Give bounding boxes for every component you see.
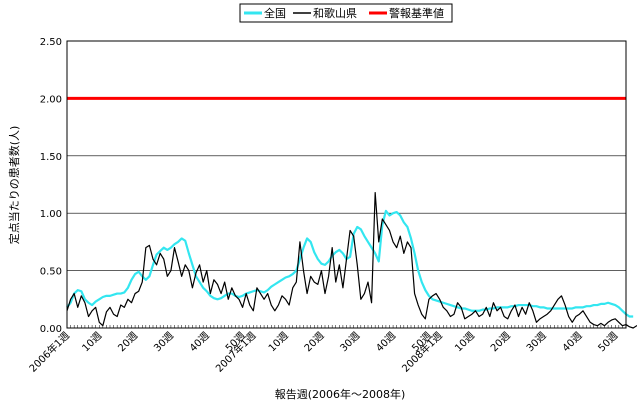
- x-tick-label: 20週: [116, 330, 141, 355]
- x-tick-label: 40週: [374, 330, 399, 355]
- y-tick-label: 2.50: [40, 37, 62, 48]
- y-tick-labels: 0.00 0.50 1.00 1.50 2.00 2.50: [40, 37, 62, 335]
- legend-label-wakayama: 和歌山県: [313, 6, 357, 20]
- x-tick-label: 50週: [596, 330, 621, 355]
- plot-border: [66, 40, 627, 329]
- y-tick-label: 1.00: [40, 209, 62, 220]
- x-tick-label: 40週: [560, 330, 585, 355]
- x-tick-label: 20週: [302, 330, 327, 355]
- legend: 全国 和歌山県 警報基準値: [239, 3, 453, 23]
- y-tick-label: 2.00: [40, 94, 62, 105]
- legend-label-zenkoku: 全国: [264, 6, 286, 20]
- y-axis-title: 定点当たりの患者数(人): [7, 126, 21, 245]
- x-tick-label: 30週: [524, 330, 549, 355]
- x-tick-label: 30週: [151, 330, 176, 355]
- gridlines: [67, 98, 626, 271]
- x-tick-label: 2006年1週: [26, 329, 72, 375]
- x-tick-label: 10週: [80, 330, 105, 355]
- y-tick-label: 1.50: [40, 152, 62, 163]
- x-tick-label: 10週: [452, 330, 477, 355]
- x-axis-title: 報告週(2006年～2008年): [275, 387, 406, 401]
- legend-label-alert: 警報基準値: [389, 6, 444, 20]
- series-line-wakayama: [66, 191, 637, 329]
- x-tick-label: 20週: [488, 330, 513, 355]
- x-tick-label: 40週: [187, 330, 212, 355]
- plot-frame: [66, 40, 627, 329]
- x-tick-label: 10週: [266, 330, 291, 355]
- x-tick-label: 30週: [338, 330, 363, 355]
- series-line-zenkoku: [66, 209, 634, 318]
- y-tick-label: 0.50: [40, 267, 62, 278]
- legend-box: [239, 3, 453, 23]
- series-lines: [66, 96, 637, 329]
- y-tick-label: 0.00: [40, 324, 62, 335]
